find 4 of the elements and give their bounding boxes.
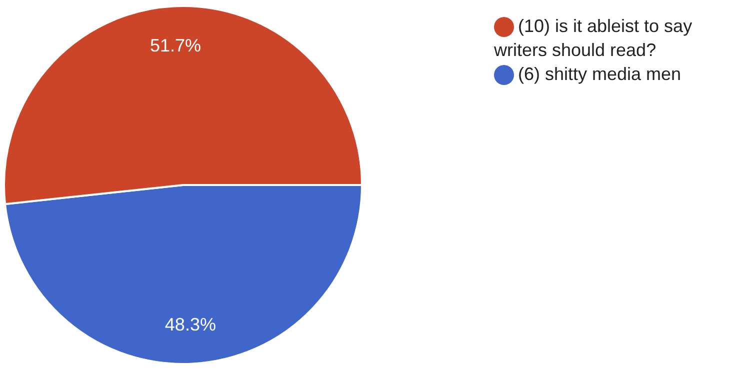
data-label: 51.7%	[150, 36, 202, 56]
data-label: 48.3%	[164, 314, 216, 334]
legend-label: (6) shitty media men	[518, 64, 682, 84]
legend-label: (10) is it ableist to say writers should read?	[494, 16, 692, 60]
